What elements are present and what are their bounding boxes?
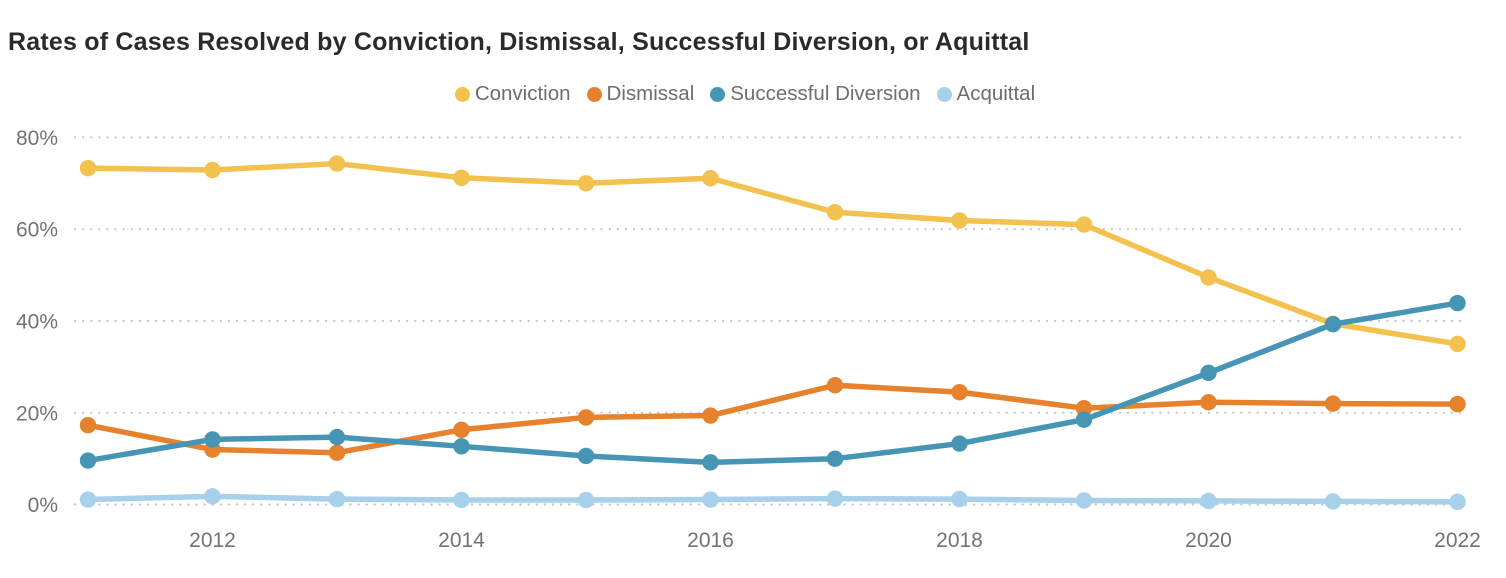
data-point-conviction-2015	[577, 175, 595, 192]
series-line-dismissal	[85, 382, 1461, 456]
legend-label-successful-diversion: Successful Diversion	[730, 82, 921, 105]
data-point-dismissal-2021	[1324, 395, 1342, 412]
data-point-successful-diversion-2013	[328, 428, 346, 446]
data-point-successful-diversion-2021	[1324, 316, 1342, 333]
legend-item-acquittal: Acquittal	[936, 82, 1036, 106]
data-point-dismissal-2016	[702, 407, 719, 424]
y-tick-label-80: 80%	[16, 127, 58, 150]
y-tick-label-20: 20%	[16, 402, 58, 425]
data-point-dismissal-2011	[79, 416, 97, 434]
data-point-acquittal-2021	[1324, 493, 1342, 510]
legend-marker-dismissal-icon	[586, 86, 602, 102]
data-point-successful-diversion-2011	[79, 452, 97, 469]
legend: Conviction Dismissal Successful Diversion A…	[0, 82, 1490, 106]
data-point-conviction-2018	[951, 212, 968, 229]
data-point-acquittal-2014	[453, 491, 470, 509]
data-point-conviction-2017	[826, 204, 844, 221]
data-point-conviction-2020	[1200, 269, 1217, 286]
data-point-conviction-2014	[453, 169, 470, 186]
data-point-acquittal-2015	[577, 491, 595, 509]
data-point-conviction-2012	[204, 161, 221, 179]
legend-item-conviction: Conviction	[454, 82, 571, 106]
y-tick-label-40: 40%	[16, 311, 58, 334]
legend-label-conviction: Conviction	[474, 82, 571, 105]
data-point-successful-diversion-2018	[951, 435, 968, 452]
data-point-conviction-2013	[328, 155, 346, 172]
x-tick-label-2020: 2020	[1185, 529, 1232, 552]
y-tick-label-0: 0%	[28, 494, 58, 517]
data-point-acquittal-2011	[79, 491, 97, 508]
chart-title: Rates of Cases Resolved by Conviction, D…	[8, 28, 1030, 56]
data-point-acquittal-2020	[1200, 492, 1217, 510]
series-line-conviction	[85, 160, 1461, 347]
data-point-conviction-2016	[702, 170, 719, 187]
data-point-successful-diversion-2020	[1200, 364, 1217, 382]
data-point-acquittal-2022	[1449, 493, 1466, 511]
legend-marker-successful-diversion-icon	[710, 86, 726, 102]
legend-label-acquittal: Acquittal	[956, 82, 1036, 105]
x-tick-label-2014: 2014	[438, 529, 485, 552]
data-point-successful-diversion-2016	[702, 454, 719, 471]
legend-label-dismissal: Dismissal	[606, 82, 695, 105]
data-point-acquittal-2018	[951, 490, 968, 508]
x-tick-label-2022: 2022	[1434, 529, 1481, 552]
data-point-acquittal-2016	[702, 491, 719, 508]
data-point-conviction-2019	[1075, 216, 1093, 233]
data-point-successful-diversion-2019	[1075, 411, 1093, 428]
data-point-conviction-2022	[1449, 335, 1466, 353]
data-point-conviction-2011	[79, 159, 97, 177]
data-point-acquittal-2012	[204, 488, 221, 505]
data-point-successful-diversion-2017	[826, 450, 844, 467]
data-point-acquittal-2017	[826, 490, 844, 507]
data-point-successful-diversion-2015	[577, 447, 595, 465]
legend-marker-conviction-icon	[454, 86, 470, 102]
data-point-dismissal-2020	[1200, 394, 1217, 411]
y-tick-label-60: 60%	[16, 219, 58, 242]
x-tick-label-2012: 2012	[189, 529, 236, 552]
x-tick-label-2018: 2018	[936, 529, 983, 552]
legend-item-successful-diversion: Successful Diversion	[710, 82, 921, 106]
legend-marker-acquittal-icon	[936, 86, 952, 102]
x-tick-label-2016: 2016	[687, 529, 734, 552]
data-point-dismissal-2014	[453, 421, 470, 438]
data-point-dismissal-2018	[951, 383, 968, 401]
data-point-acquittal-2013	[328, 490, 346, 508]
series-line-acquittal	[85, 493, 1461, 505]
data-point-dismissal-2022	[1449, 395, 1466, 413]
data-point-dismissal-2019	[1075, 400, 1093, 417]
data-point-dismissal-2013	[328, 444, 346, 461]
legend-item-dismissal: Dismissal	[586, 82, 695, 106]
series-line-successful-diversion	[85, 300, 1461, 466]
data-point-successful-diversion-2022	[1449, 294, 1466, 312]
data-point-dismissal-2015	[577, 409, 595, 426]
data-point-successful-diversion-2014	[453, 438, 470, 455]
data-point-dismissal-2017	[826, 377, 844, 394]
data-point-acquittal-2019	[1075, 492, 1093, 509]
data-point-successful-diversion-2012	[204, 431, 221, 448]
